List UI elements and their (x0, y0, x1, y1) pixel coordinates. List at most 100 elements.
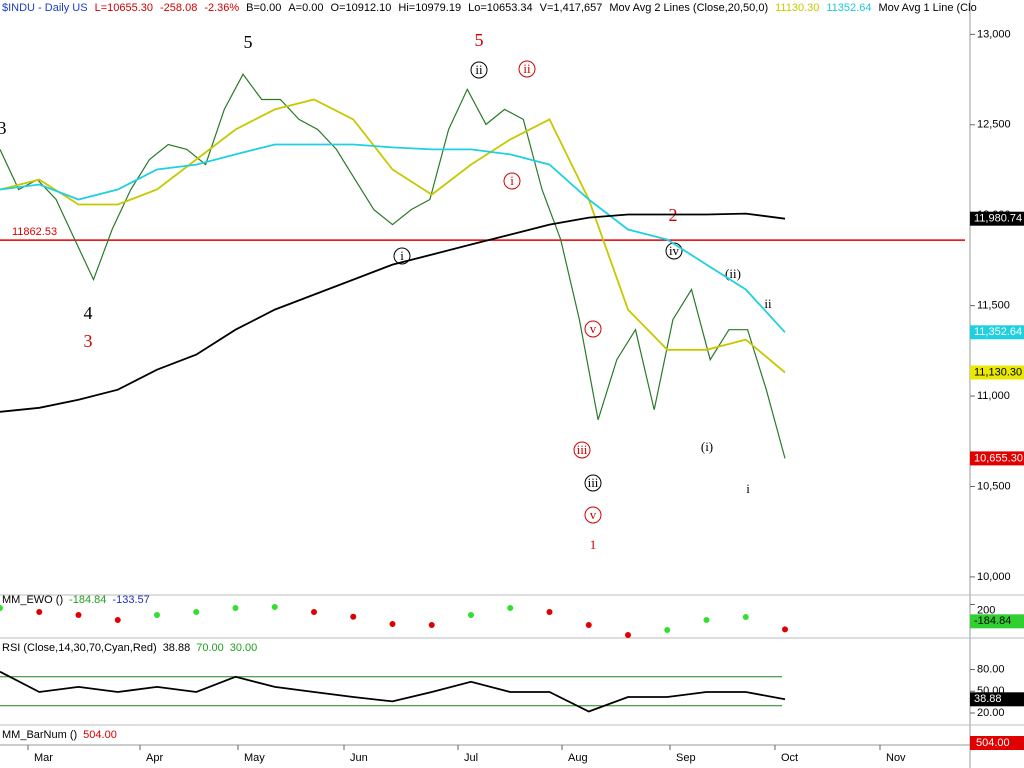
panel-readout: 504.00 (83, 729, 117, 741)
panel-readout: -184.84 (69, 594, 106, 606)
ewo-dot (703, 617, 710, 624)
ewo-dot (546, 609, 553, 616)
price-tag (970, 325, 1024, 340)
header-item: -258.08 (160, 2, 197, 14)
wave-label: ii (523, 61, 531, 76)
wave-label: (i) (701, 439, 713, 454)
y-tick-label: 10,500 (977, 480, 1011, 492)
header-item: -2.36% (204, 2, 239, 14)
panel-title: MM_EWO () (2, 594, 63, 606)
ewo-dot (585, 622, 592, 629)
header-item: Lo=10653.34 (468, 2, 533, 14)
header-item: 11130.30 (775, 2, 819, 14)
series-line (0, 212, 786, 413)
wave-label: iii (588, 475, 599, 490)
wave-label: v (590, 321, 597, 336)
ewo-dot (625, 632, 631, 639)
wave-circle (518, 60, 536, 78)
ewo-tag-label: -184.84 (974, 615, 1011, 627)
y-tick-label: 20.00 (977, 707, 1005, 719)
price-tag-label: 11,130.30 (974, 366, 1022, 378)
wave-circle (470, 61, 488, 79)
header-item: B=0.00 (246, 2, 281, 14)
wave-circle (584, 506, 602, 524)
wave-label: iii (577, 442, 588, 457)
series-line (0, 73, 786, 459)
header-item: V=1,417,657 (540, 2, 603, 14)
wave-label: 3 (84, 331, 93, 351)
barnum-tag-label: 504.00 (976, 737, 1010, 749)
wave-label: 4 (84, 303, 93, 323)
rsi-tag (970, 692, 1024, 707)
y-tick-label: 80.00 (977, 663, 1005, 675)
wave-label: 5 (244, 32, 253, 52)
wave-label: ii (475, 62, 483, 77)
x-tick-label: Nov (886, 752, 906, 764)
wave-label: i (400, 248, 404, 263)
y-tick-label: 13,000 (977, 28, 1011, 40)
wave-label: 1 (590, 537, 597, 552)
wave-label: 3 (0, 118, 7, 138)
ewo-dot (36, 609, 43, 616)
y-tick-label: 12,500 (977, 119, 1011, 131)
ewo-dot (742, 613, 749, 620)
ewo-dot (0, 605, 3, 612)
wave-label: i (510, 173, 514, 188)
wave-circle (573, 441, 591, 459)
panel-readout: 30.00 (230, 642, 258, 654)
series-line (0, 670, 786, 713)
y-tick-label: 200 (977, 604, 995, 616)
x-tick-label: May (244, 752, 265, 764)
ewo-dot (664, 626, 671, 633)
x-tick-label: Mar (34, 752, 53, 764)
x-tick-label: Oct (781, 752, 798, 764)
ewo-dot (782, 626, 788, 633)
ewo-tag (970, 614, 1024, 629)
price-tag (970, 365, 1024, 380)
series-line (0, 143, 786, 333)
header-item: 11352.64 (826, 2, 871, 14)
price-tag-label: 11,352.64 (974, 326, 1022, 338)
panel-title: RSI (Close,14,30,70,Cyan,Red) (2, 642, 157, 654)
ewo-dot (468, 611, 474, 618)
panel-readout: -133.57 (112, 594, 149, 606)
wave-label: i (746, 481, 750, 496)
header-item: Hi=10979.19 (398, 2, 461, 14)
header: $INDU - Daily US L=10655.30 -258.08 -2.36% B… (2, 2, 977, 14)
x-tick-label: Apr (146, 752, 163, 764)
ewo-dot (311, 609, 317, 616)
x-tick-label: Jun (350, 752, 368, 764)
ewo-dot (389, 620, 396, 627)
ewo-dot (193, 609, 200, 616)
ewo-dot (428, 622, 435, 629)
ewo-dot (271, 603, 278, 610)
header-item: $INDU - Daily US (2, 2, 88, 14)
wave-label: (ii) (725, 266, 741, 281)
wave-label: v (590, 507, 597, 522)
price-tag (970, 451, 1024, 466)
wave-label: ii (764, 296, 772, 311)
y-tick-label: 10,000 (977, 571, 1011, 583)
ewo-dot (154, 611, 160, 618)
barnum-tag (970, 736, 1024, 750)
series-line (0, 98, 786, 374)
x-tick-label: Jul (464, 752, 478, 764)
panel-readout: 70.00 (196, 642, 224, 654)
price-tag (970, 211, 1024, 226)
header-item: Mov Avg 1 Line (Clo (878, 2, 976, 14)
wave-circle (503, 172, 521, 190)
support-label: 11862.53 (12, 226, 57, 238)
wave-circle (584, 474, 602, 492)
wave-label: iv (669, 243, 680, 258)
panel-readout: 38.88 (163, 642, 191, 654)
header-item: Mov Avg 2 Lines (Close,20,50,0) (609, 2, 768, 14)
header-item: A=0.00 (288, 2, 323, 14)
header-item: O=10912.10 (331, 2, 392, 14)
price-tag-label: 11,980.74 (974, 213, 1022, 225)
rsi-tag-label: 38.88 (974, 693, 1002, 705)
y-tick-label: 11,000 (977, 390, 1010, 402)
price-tag-label: 10,655.30 (974, 452, 1023, 464)
header-item: L=10655.30 (95, 2, 153, 14)
panel-title: MM_BarNum () (2, 729, 77, 741)
